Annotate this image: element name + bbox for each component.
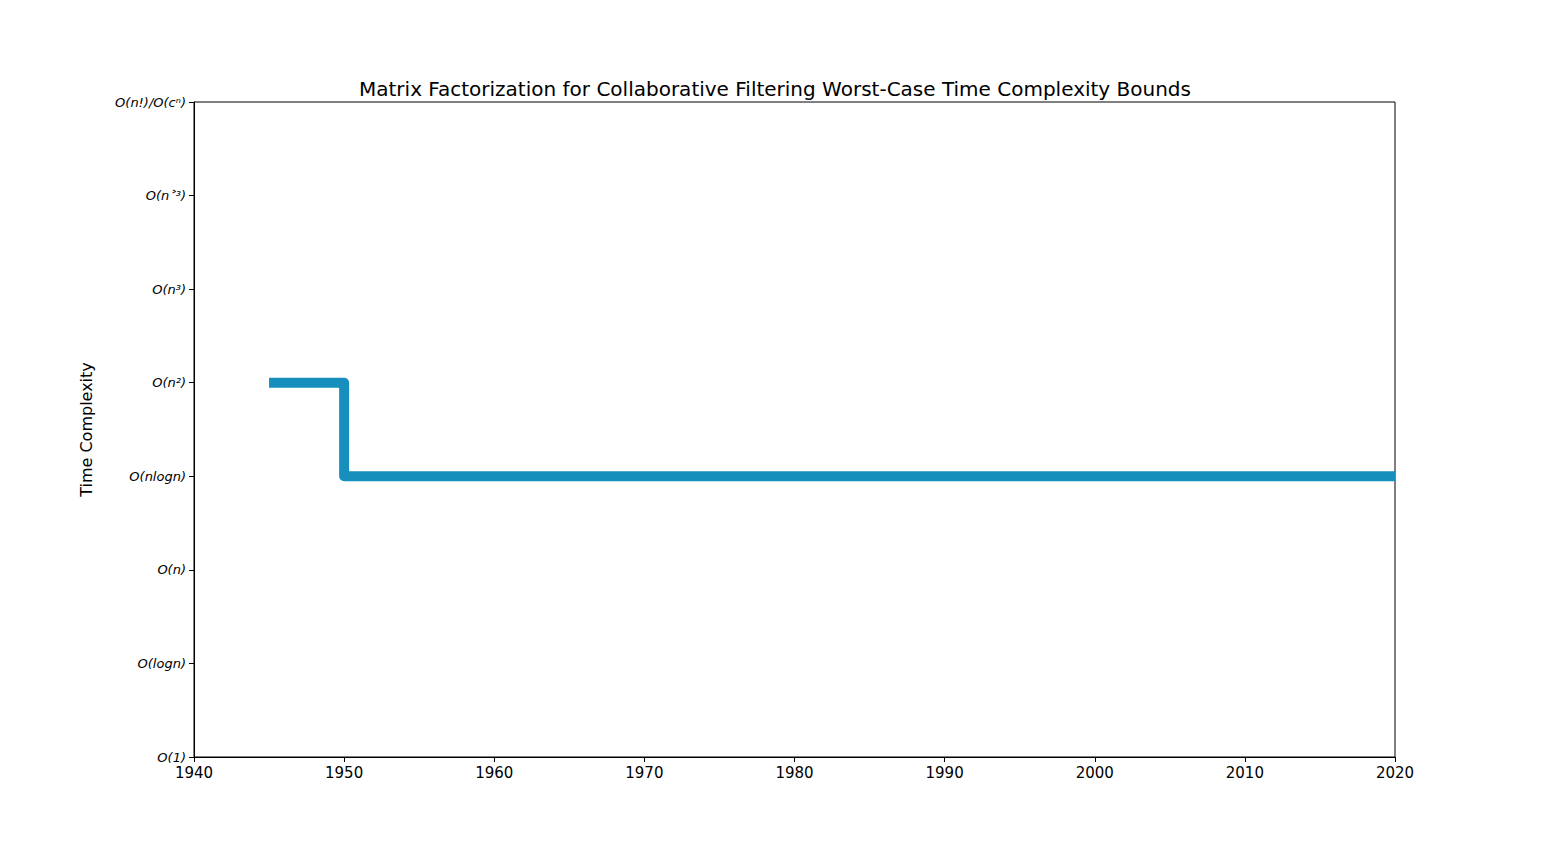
svg-text:O(n!)/O(cⁿ): O(n!)/O(cⁿ) [115, 95, 186, 110]
svg-text:1980: 1980 [775, 764, 813, 782]
svg-text:1970: 1970 [625, 764, 663, 782]
svg-text:1990: 1990 [926, 764, 964, 782]
svg-text:O(1): O(1) [157, 750, 186, 765]
svg-text:O(logn): O(logn) [138, 656, 186, 671]
svg-text:1940: 1940 [175, 764, 213, 782]
svg-text:2010: 2010 [1226, 764, 1264, 782]
svg-text:Matrix Factorization for Colla: Matrix Factorization for Collaborative F… [359, 77, 1191, 101]
svg-text:O(n˃³): O(n˃³) [146, 188, 186, 203]
svg-text:O(n): O(n) [157, 562, 186, 577]
svg-text:1960: 1960 [475, 764, 513, 782]
svg-text:1950: 1950 [325, 764, 363, 782]
svg-text:Time Complexity: Time Complexity [77, 362, 96, 498]
svg-text:O(n²): O(n²) [152, 375, 186, 390]
svg-text:2000: 2000 [1076, 764, 1114, 782]
svg-text:O(nlogn): O(nlogn) [129, 469, 186, 484]
svg-text:O(n³): O(n³) [152, 282, 186, 297]
svg-text:2020: 2020 [1376, 764, 1414, 782]
